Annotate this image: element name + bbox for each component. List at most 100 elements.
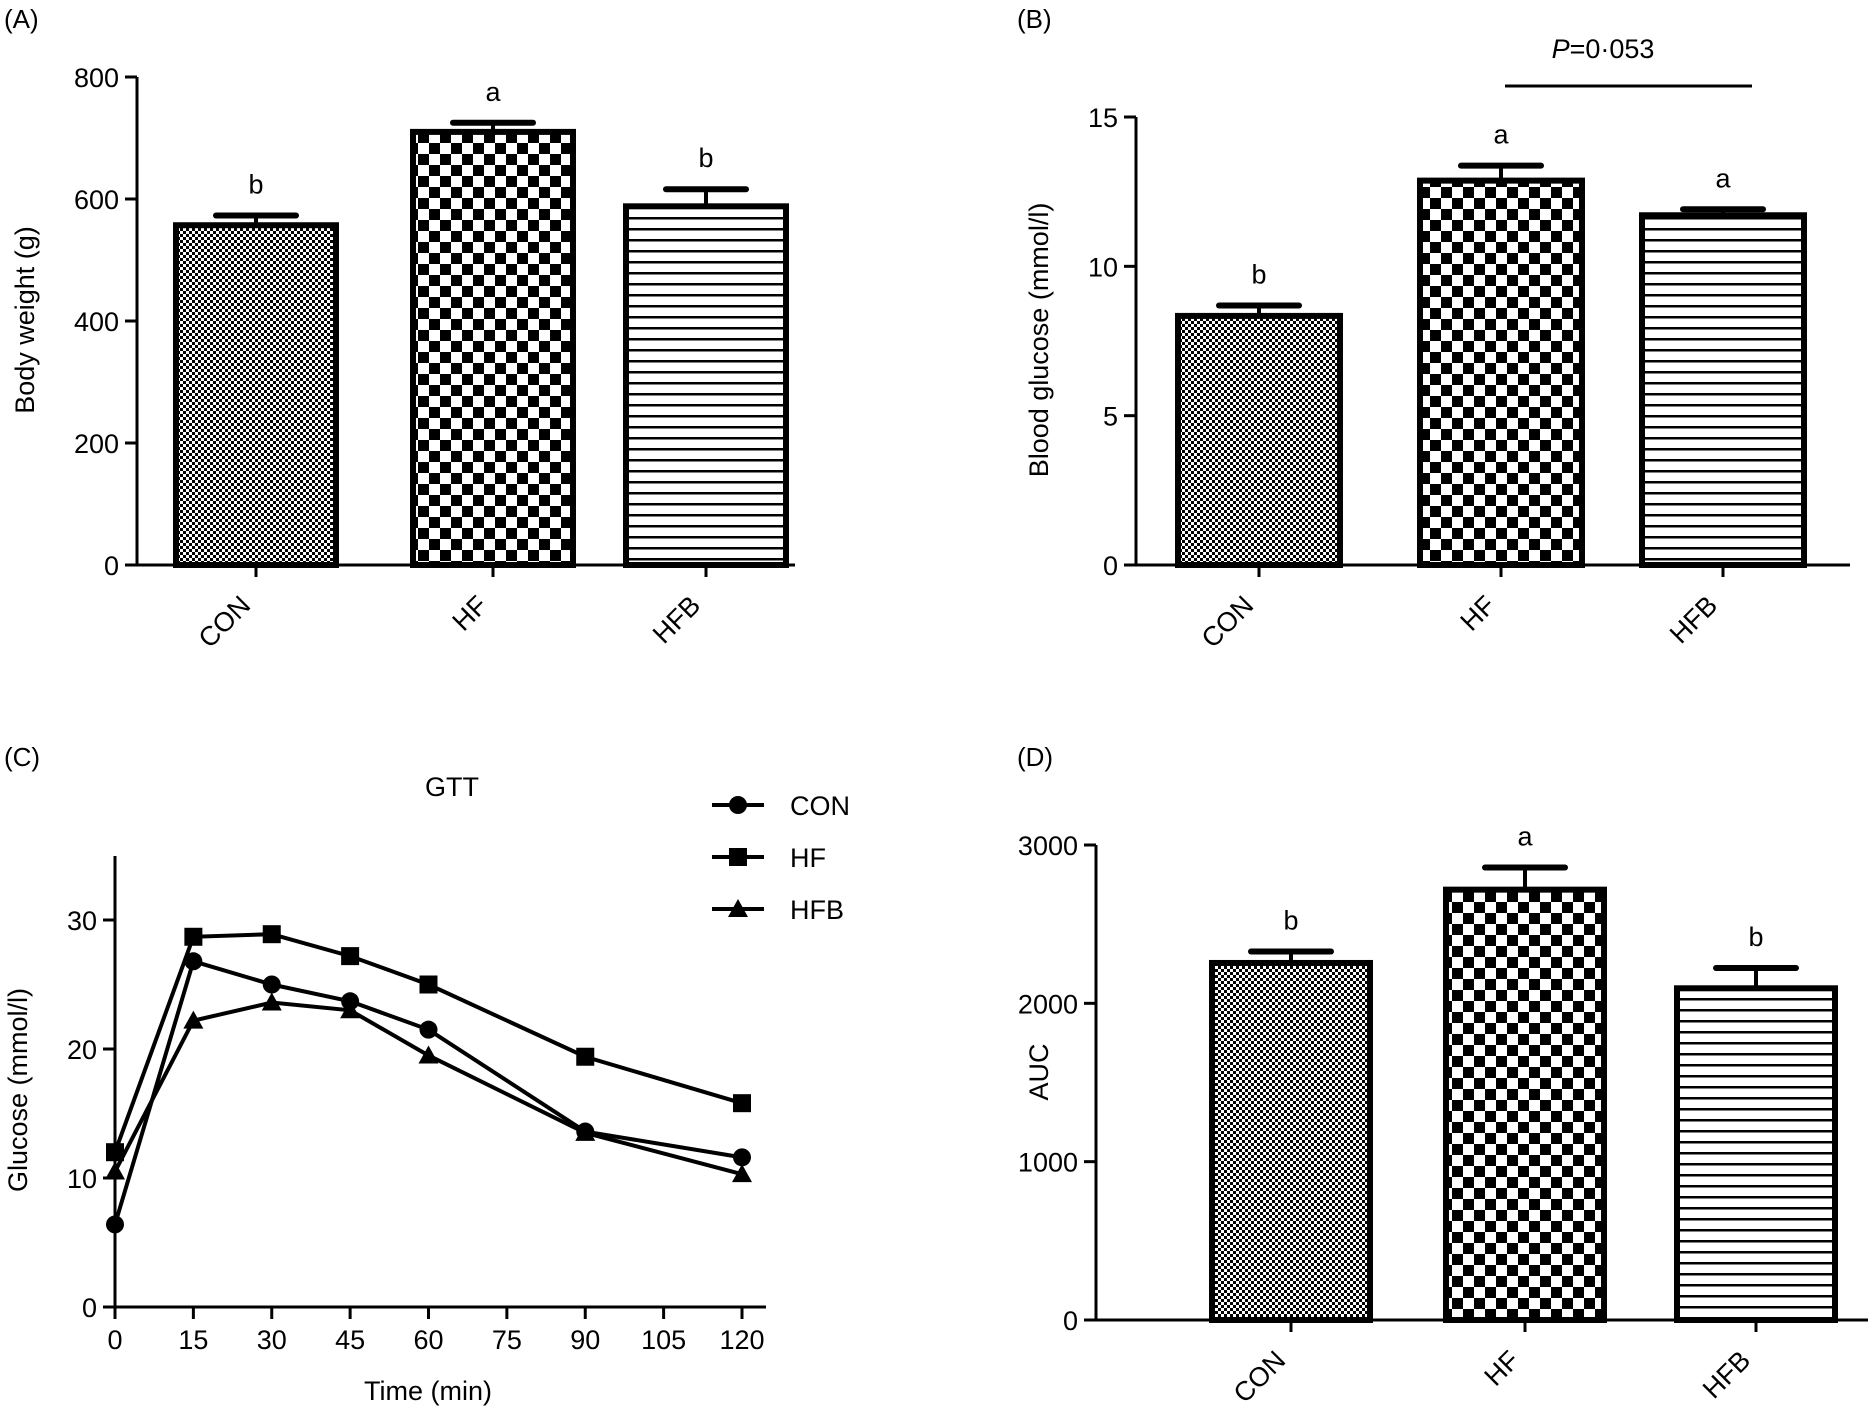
data-point-hf [419, 975, 438, 994]
legend-label: HF [790, 843, 826, 873]
p-value-label: P=0·053 [1552, 34, 1655, 64]
significance-letter: a [1493, 120, 1509, 150]
bar-con [1175, 312, 1343, 568]
significance-letter: a [1715, 163, 1731, 193]
panel-c: (C) GTT Glucose (mmol/l) Time (min) 0 10 2… [3, 742, 850, 1406]
series-hfb [105, 992, 752, 1183]
data-point-hfb [183, 1010, 204, 1029]
marks-b: 0 5 10 15 b CON a HF a HFB [1088, 103, 1850, 654]
panel-label-d: (D) [1017, 742, 1053, 772]
y-axis-label-a: Body weight (g) [10, 226, 40, 414]
significance-letter: b [248, 169, 263, 199]
p-value: =0·053 [1570, 34, 1655, 64]
bar-con [1209, 959, 1373, 1323]
y-tick-label: 400 [74, 307, 119, 337]
y-tick-label: 0 [82, 1293, 97, 1323]
bar-hf [1443, 886, 1607, 1324]
y-tick-label: 2000 [1018, 989, 1078, 1019]
data-point-con [184, 952, 203, 971]
data-point-hfb [418, 1045, 439, 1064]
x-tick-label: 75 [492, 1325, 522, 1355]
panel-label-c: (C) [4, 742, 40, 772]
x-tick-label: HFB [647, 590, 706, 649]
data-point-con [106, 1215, 124, 1234]
x-tick-label: 0 [107, 1325, 122, 1355]
significance-letter: b [1748, 922, 1763, 952]
y-tick-label: 0 [104, 551, 119, 581]
panel-d: (D) AUC 0 1000 2000 3000 b CON a HF b HFB [1017, 742, 1868, 1409]
x-tick-label: HF [447, 590, 494, 637]
bar-con [173, 222, 339, 568]
bar-hfb [623, 203, 789, 568]
data-point-hfb [261, 992, 282, 1011]
data-point-hf [341, 947, 360, 966]
data-point-con [262, 975, 281, 994]
panel-label-a: (A) [4, 4, 39, 34]
data-point-hfb [105, 1161, 125, 1180]
legend: CON HF HFB [712, 791, 850, 925]
series-con [106, 952, 751, 1234]
y-tick-label: 3000 [1018, 831, 1078, 861]
significance-letter: a [485, 77, 501, 107]
y-tick-label: 0 [1103, 551, 1118, 581]
legend-label: HFB [790, 895, 844, 925]
chart-title-c: GTT [425, 772, 479, 802]
legend-marker-circle [729, 796, 747, 814]
y-tick-label: 1000 [1018, 1148, 1078, 1178]
data-point-hfb [732, 1164, 752, 1183]
x-tick-label: HF [1479, 1345, 1526, 1392]
x-tick-label: 60 [413, 1325, 443, 1355]
data-point-hf [576, 1047, 595, 1066]
comparison-annotation: P=0·053 [1505, 34, 1752, 88]
data-point-hf [106, 1143, 124, 1162]
y-axis-label-b: Blood glucose (mmol/l) [1024, 203, 1054, 478]
y-axis-label-d: AUC [1024, 1043, 1054, 1100]
marks-c: 0 10 20 30 0 15 30 45 60 75 90 105 120 [67, 856, 766, 1355]
marks-a: 0 200 400 600 800 b CON a HF b HFB [74, 63, 795, 654]
data-point-con [419, 1020, 438, 1039]
significance-letter: b [1283, 906, 1298, 936]
y-tick-label: 15 [1088, 103, 1118, 133]
y-tick-label: 600 [74, 185, 119, 215]
bar-hfb [1674, 985, 1838, 1324]
legend-label: CON [790, 791, 850, 821]
x-tick-label: HFB [1697, 1345, 1756, 1404]
data-point-con [733, 1148, 751, 1167]
y-tick-label: 800 [74, 63, 119, 93]
data-point-hfb [575, 1122, 596, 1141]
x-tick-label: CON [1228, 1345, 1292, 1409]
data-point-hf [184, 927, 203, 946]
bar-hf [410, 128, 576, 568]
data-point-hfb [340, 1000, 361, 1019]
series-line-con [113, 958, 743, 1226]
y-tick-label: 0 [1063, 1306, 1078, 1336]
y-tick-label: 10 [67, 1164, 97, 1194]
data-point-hf [262, 925, 281, 944]
significance-letter: b [698, 143, 713, 173]
y-tick-label: 30 [67, 906, 97, 936]
significance-letter: b [1251, 259, 1266, 289]
legend-marker-triangle [728, 899, 748, 917]
panel-b: (B) Blood glucose (mmol/l) P=0·053 0 5 10 1… [1017, 4, 1850, 654]
x-tick-label: 30 [257, 1325, 287, 1355]
bar-hf [1417, 177, 1585, 568]
panel-label-b: (B) [1017, 4, 1052, 34]
legend-item-hf: HF [712, 843, 826, 873]
x-tick-label: 105 [641, 1325, 686, 1355]
legend-item-con: CON [712, 791, 850, 821]
x-tick-label: 45 [335, 1325, 365, 1355]
x-tick-label: HF [1455, 590, 1502, 637]
data-point-hf [733, 1094, 751, 1113]
y-tick-label: 5 [1103, 402, 1118, 432]
x-tick-label: 15 [178, 1325, 208, 1355]
significance-letter: a [1517, 821, 1533, 851]
y-tick-label: 200 [74, 429, 119, 459]
x-tick-label: 90 [570, 1325, 600, 1355]
x-tick-label: CON [1196, 590, 1260, 654]
panel-a: (A) Body weight (g) 0 200 400 600 800 b CON a HF… [4, 4, 795, 654]
legend-marker-square [729, 848, 747, 866]
x-tick-label: CON [193, 590, 257, 654]
x-tick-label: 120 [719, 1325, 764, 1355]
x-tick-label: HFB [1664, 590, 1723, 649]
